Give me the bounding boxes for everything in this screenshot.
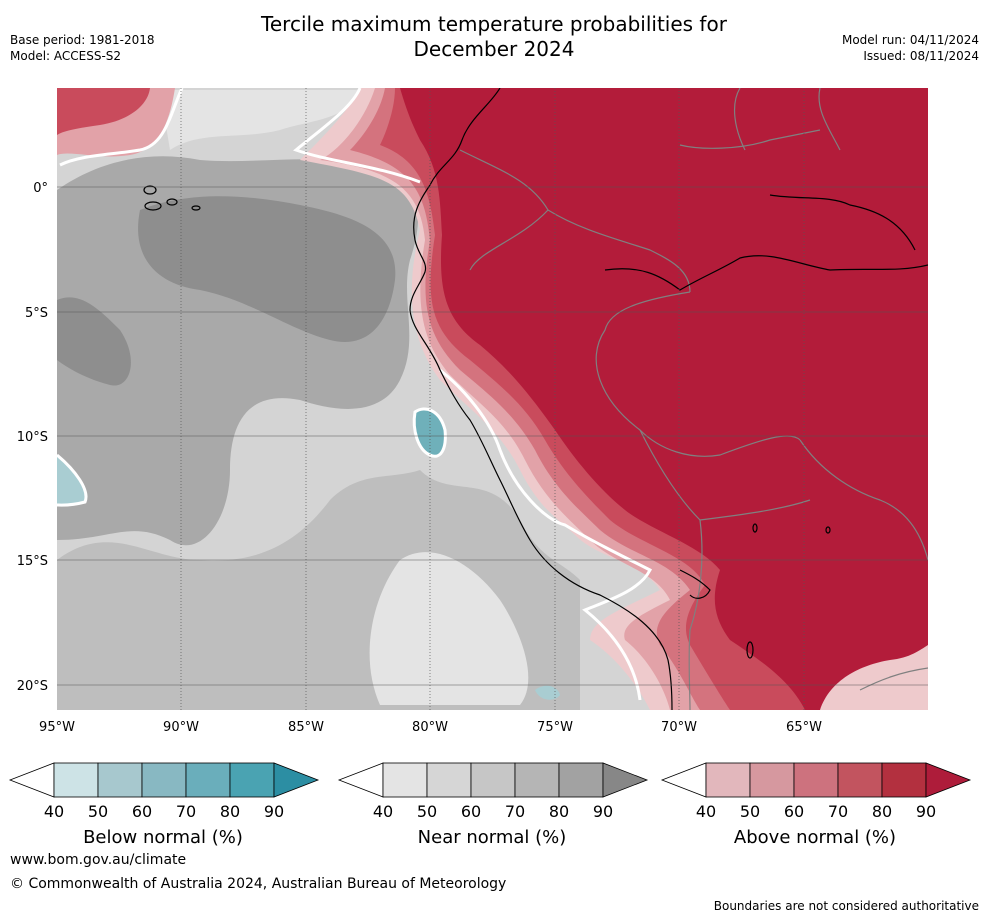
lon-label: 65°W xyxy=(786,720,822,735)
colorbar-max-extension xyxy=(273,762,320,798)
ocean-near-normal-40-north xyxy=(160,90,360,150)
ocean-near-normal-40 xyxy=(369,552,529,705)
colorbar-min-extension xyxy=(337,762,384,798)
tercile-boundary-below-b xyxy=(412,407,447,458)
colorbar-segment xyxy=(426,762,472,798)
tercile-boundary-coast xyxy=(439,368,653,701)
colorbar-segment xyxy=(97,762,143,798)
lat-label: 0° xyxy=(33,181,48,196)
colorbar-min-extension xyxy=(8,762,55,798)
colorbar-segment xyxy=(53,762,99,798)
colorbar-tick: 40 xyxy=(373,802,393,821)
tercile-boundary-below-a xyxy=(57,453,88,507)
colorbar-label: Near normal (%) xyxy=(418,827,567,848)
colorbar-tick: 60 xyxy=(461,802,481,821)
colorbar-above-normal: Above normal (%) 40 50 60 70 80 90 xyxy=(660,762,972,848)
colorbar-tick: 60 xyxy=(784,802,804,821)
latitude-labels: 0° 5°S 10°S 15°S 20°S xyxy=(17,181,48,694)
colorbar-label: Above normal (%) xyxy=(734,827,896,848)
map-layers xyxy=(57,88,928,710)
ocean-below-normal-south xyxy=(535,685,560,700)
issued-date: Issued: 08/11/2024 xyxy=(863,49,979,63)
lon-label: 80°W xyxy=(412,720,448,735)
title-line-2: December 2024 xyxy=(413,37,575,61)
colorbar-tick: 70 xyxy=(176,802,196,821)
meta-left: Base period: 1981-2018 Model: ACCESS-S2 xyxy=(10,32,155,64)
colorbar-segment xyxy=(229,762,275,798)
colorbar-segment xyxy=(749,762,795,798)
colorbar-tick: 70 xyxy=(505,802,525,821)
colorbar-below-normal: Below normal (%) 40 50 60 70 80 90 xyxy=(8,762,320,848)
coastline xyxy=(143,88,928,710)
lon-label: 95°W xyxy=(39,720,75,735)
lon-label: 90°W xyxy=(163,720,199,735)
colorbar-tick: 90 xyxy=(593,802,613,821)
footer-note: Boundaries are not considered authoritat… xyxy=(713,899,979,913)
colorbar-tick: 50 xyxy=(740,802,760,821)
colorbar-tick: 40 xyxy=(44,802,64,821)
meta-right: Model run: 04/11/2024 Issued: 08/11/2024 xyxy=(842,32,979,64)
ocean-below-normal-west xyxy=(57,455,86,506)
colorbar-segment xyxy=(470,762,516,798)
tercile-boundary-north xyxy=(293,88,421,184)
ocean-below-normal-peru xyxy=(414,409,446,457)
lat-label: 15°S xyxy=(17,554,48,569)
colorbar-segment xyxy=(141,762,187,798)
colorbar-tick: 80 xyxy=(872,802,892,821)
map-title: Tercile maximum temperature probabilitie… xyxy=(0,12,988,62)
colorbar-max-extension xyxy=(925,762,972,798)
colorbar-segment xyxy=(185,762,231,798)
longitude-labels: 95°W 90°W 85°W 80°W 75°W 70°W 65°W xyxy=(39,720,822,735)
colorbar-tick: 80 xyxy=(549,802,569,821)
colorbar-segment xyxy=(837,762,883,798)
title-line-1: Tercile maximum temperature probabilitie… xyxy=(261,12,727,36)
footer-copyright: © Commonwealth of Australia 2024, Austra… xyxy=(10,876,507,892)
colorbar-tick: 40 xyxy=(696,802,716,821)
lon-label: 75°W xyxy=(537,720,573,735)
colorbar-tick: 50 xyxy=(417,802,437,821)
above-normal-90-core xyxy=(400,88,928,710)
lon-label: 85°W xyxy=(288,720,324,735)
colorbar-tick: 50 xyxy=(88,802,108,821)
lon-label: 70°W xyxy=(661,720,697,735)
model-name: Model: ACCESS-S2 xyxy=(10,49,122,63)
ocean-near-normal-80-west xyxy=(57,297,131,386)
tercile-boundary-nw xyxy=(59,88,184,167)
colorbar-segment xyxy=(514,762,560,798)
colorbar-segment xyxy=(382,762,428,798)
ocean-near-normal-80 xyxy=(138,196,396,342)
lat-label: 5°S xyxy=(25,306,48,321)
colorbar-tick: 90 xyxy=(264,802,284,821)
colorbar-tick: 60 xyxy=(132,802,152,821)
colorbar-segment xyxy=(881,762,927,798)
colorbar-label: Below normal (%) xyxy=(83,827,243,848)
legend-colorbars: Below normal (%) 40 50 60 70 80 90 Near norma… xyxy=(8,762,972,848)
base-period: Base period: 1981-2018 xyxy=(10,33,155,47)
colorbar-segment xyxy=(705,762,751,798)
colorbar-tick: 70 xyxy=(828,802,848,821)
model-run: Model run: 04/11/2024 xyxy=(841,33,979,47)
lat-label: 20°S xyxy=(17,679,48,694)
footer-url: www.bom.gov.au/climate xyxy=(10,852,187,868)
colorbar-min-extension xyxy=(660,762,707,798)
country-borders xyxy=(459,88,928,710)
colorbar-tick: 90 xyxy=(916,802,936,821)
colorbar-max-extension xyxy=(602,762,649,798)
graticule xyxy=(57,88,928,710)
colorbar-near-normal: Near normal (%) 40 50 60 70 80 90 xyxy=(337,762,649,848)
colorbar-tick: 80 xyxy=(220,802,240,821)
above-normal-northwest-core xyxy=(57,88,150,135)
colorbar-segment xyxy=(793,762,839,798)
colorbar-segment xyxy=(558,762,604,798)
lat-label: 10°S xyxy=(17,430,48,445)
above-normal-southeast xyxy=(820,645,928,710)
